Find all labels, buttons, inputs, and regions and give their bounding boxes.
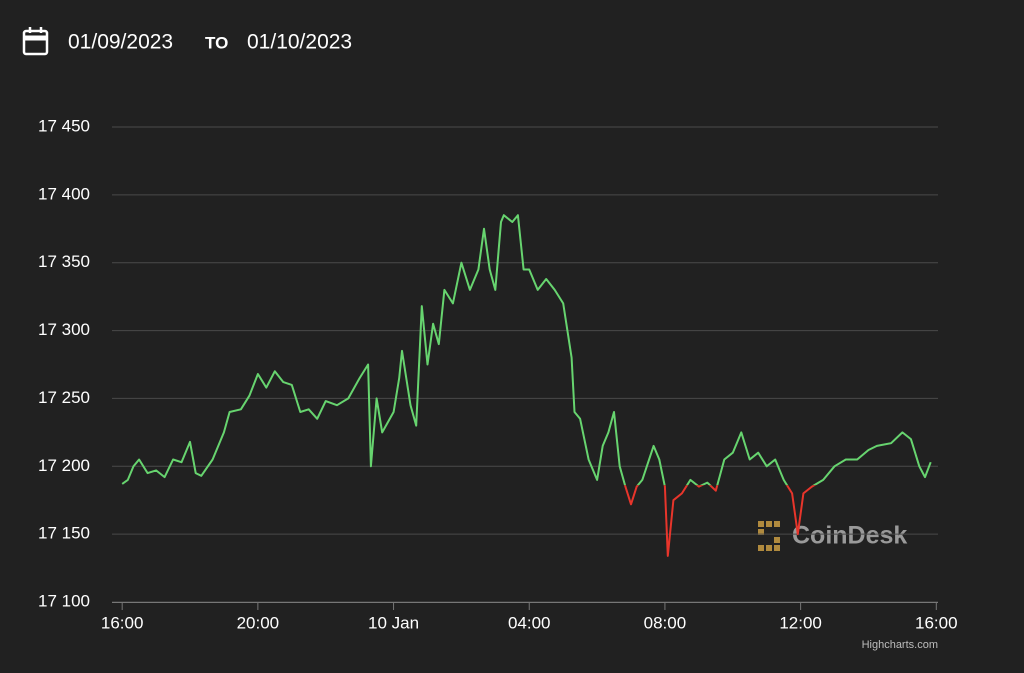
watermark: CoinDesk (758, 521, 907, 551)
to-label: TO (205, 33, 228, 52)
x-tick-label: 12:00 (779, 613, 822, 632)
x-tick-label: 20:00 (237, 613, 280, 632)
price-line (121, 214, 932, 486)
watermark-text: CoinDesk (792, 522, 907, 550)
date-to[interactable]: 01/10/2023 (247, 31, 352, 54)
x-tick-label: 16:00 (101, 613, 144, 632)
y-tick-label: 17 100 (38, 591, 90, 610)
credits[interactable]: Highcharts.com (862, 639, 938, 651)
y-tick-label: 17 250 (38, 388, 90, 407)
x-tick-label: 16:00 (915, 613, 958, 632)
calendar-icon (22, 27, 49, 56)
y-tick-label: 17 350 (38, 252, 90, 271)
x-tick-label: 04:00 (508, 613, 551, 632)
y-tick-label: 17 450 (38, 116, 90, 135)
date-from[interactable]: 01/09/2023 (68, 31, 173, 54)
y-tick-label: 17 400 (38, 184, 90, 203)
x-tick-label: 10 Jan (368, 613, 419, 632)
x-tick-label: 08:00 (644, 613, 687, 632)
y-tick-label: 17 300 (38, 320, 90, 339)
y-tick-label: 17 200 (38, 456, 90, 475)
y-tick-label: 17 150 (38, 524, 90, 543)
